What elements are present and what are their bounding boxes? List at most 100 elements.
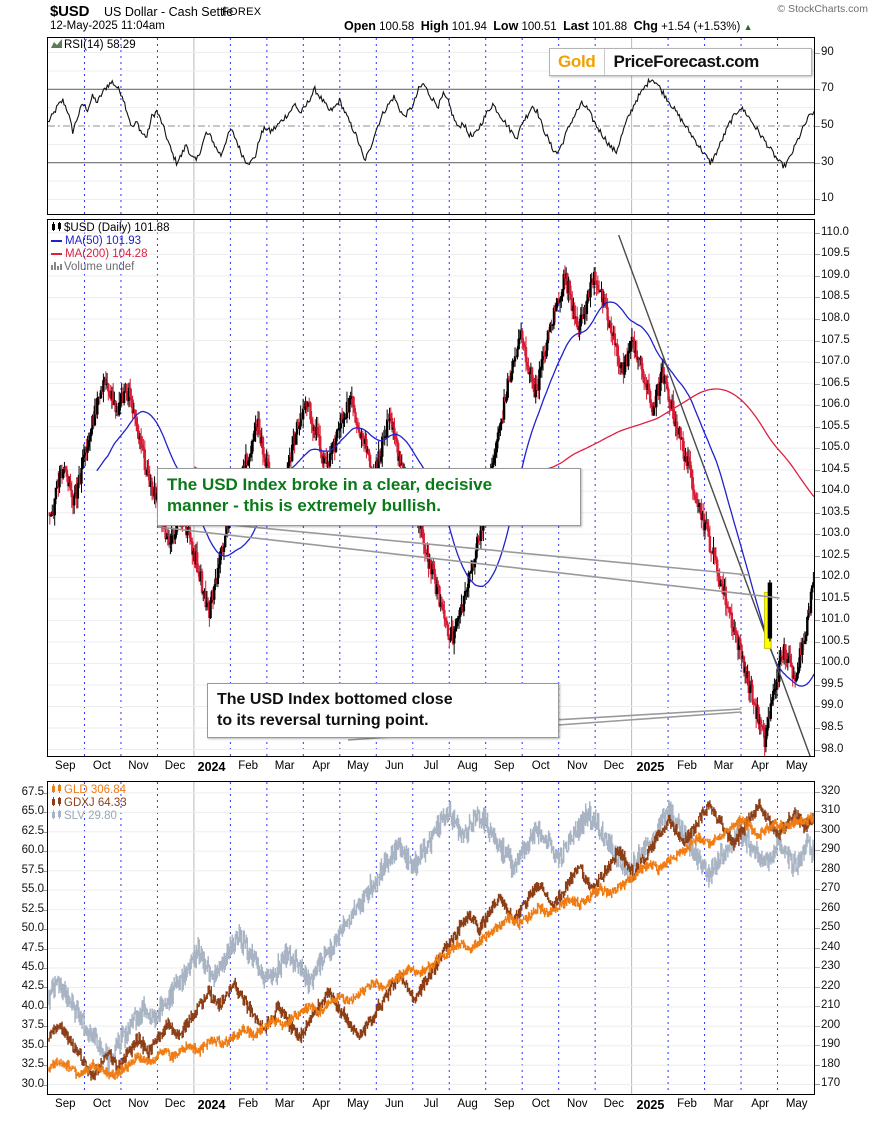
x-axis-label-price-nov: Nov	[567, 760, 588, 772]
price-legend-label-usd: $USD (Daily) 101.88	[64, 222, 170, 234]
price-axis-tick	[815, 469, 820, 471]
chg-value: +1.54 (+1.53%)	[661, 21, 741, 33]
metals-right-axis-tick	[815, 791, 820, 793]
candlestick-icon	[51, 222, 62, 235]
x-axis-label-metals-may: May	[785, 1098, 808, 1110]
price-axis-tick-label: 100.0	[821, 656, 850, 669]
price-axis-tick	[815, 426, 820, 428]
low-label: Low	[493, 19, 519, 33]
annotation-bottom-line2: to its reversal turning point.	[217, 712, 429, 729]
rsi-axis-tick-label: 70	[821, 82, 834, 95]
metals-left-axis-tick	[43, 890, 47, 892]
metals-left-axis-tick-label: 65.0	[21, 805, 44, 818]
metals-right-axis-tick	[815, 889, 820, 891]
price-axis-tick-label: 99.0	[821, 699, 844, 712]
price-axis-tick	[815, 362, 820, 364]
x-axis-label-price-apr: Apr	[751, 760, 770, 772]
metals-left-axis-tick-label: 50.0	[21, 922, 44, 935]
metals-left-axis-tick-label: 40.0	[21, 999, 44, 1012]
rsi-axis-tick	[815, 52, 820, 54]
metals-right-axis-tick-label: 320	[821, 784, 841, 797]
metals-left-axis-tick	[43, 870, 47, 872]
price-axis-tick-label: 104.5	[821, 462, 850, 475]
metals-left-axis-tick-label: 47.5	[21, 941, 44, 954]
price-axis-tick	[815, 749, 820, 751]
candlestick-icon	[51, 810, 62, 823]
x-axis-label-price-dec: Dec	[164, 760, 186, 772]
high-label: High	[420, 19, 449, 33]
metals-right-axis-tick-label: 300	[821, 823, 841, 836]
rsi-axis-tick	[815, 89, 820, 91]
price-axis-tick-label: 103.5	[821, 505, 850, 518]
metals-left-axis-tick	[43, 929, 47, 931]
brand-divider	[603, 49, 605, 75]
quote-timestamp: 12-May-2025 11:04am	[50, 20, 165, 32]
x-axis-label-metals-2024: 2024	[197, 1098, 226, 1112]
price-axis-tick	[815, 663, 820, 665]
metals-right-axis-tick	[815, 850, 820, 852]
x-axis-label-price-apr: Apr	[312, 760, 331, 772]
metals-left-axis-tick-label: 42.5	[21, 980, 44, 993]
price-axis-tick	[815, 275, 820, 277]
price-axis-tick	[815, 405, 820, 407]
metals-right-axis-tick-label: 290	[821, 843, 841, 856]
price-legend-row-ma50: MA(50) 101.93	[51, 235, 169, 248]
price-axis-tick	[815, 534, 820, 536]
x-axis-label-metals-dec: Dec	[603, 1098, 625, 1110]
price-axis-tick-label: 109.0	[821, 268, 850, 281]
price-axis-tick	[815, 232, 820, 234]
x-axis-label-metals-nov: Nov	[128, 1098, 149, 1110]
metals-right-axis-tick	[815, 811, 820, 813]
metals-right-axis-tick-label: 180	[821, 1057, 841, 1070]
price-axis-tick	[815, 577, 820, 579]
rsi-legend-label: RSI(14) 58.29	[64, 39, 136, 51]
x-axis-label-price-mar: Mar	[713, 760, 734, 772]
metals-left-axis-tick	[43, 1006, 47, 1008]
rsi-plot	[48, 38, 814, 214]
price-chart-panel[interactable]	[47, 219, 815, 757]
annotation-bottom-line1: The USD Index bottomed close	[217, 691, 453, 708]
x-axis-label-price-2024: 2024	[197, 760, 226, 774]
line-icon	[51, 239, 62, 242]
chg-label: Chg	[633, 19, 658, 33]
brand-badge[interactable]: Gold PriceForecast.com	[549, 48, 812, 76]
metals-right-axis-tick-label: 310	[821, 804, 841, 817]
candlestick-icon	[51, 784, 62, 797]
metals-left-axis-tick	[43, 792, 47, 794]
line-icon	[51, 252, 62, 255]
x-axis-label-price-feb: Feb	[238, 760, 259, 772]
x-axis-label-metals-jun: Jun	[385, 1098, 404, 1110]
price-axis-tick	[815, 491, 820, 493]
x-axis-label-metals-may: May	[346, 1098, 369, 1110]
x-axis-label-price-mar: Mar	[274, 760, 295, 772]
x-axis-label-metals-feb: Feb	[677, 1098, 697, 1110]
price-axis-tick	[815, 684, 820, 686]
metals-right-axis-tick-label: 210	[821, 999, 841, 1012]
metals-right-axis-tick	[815, 947, 820, 949]
metals-left-axis-tick	[43, 909, 47, 911]
area-icon	[51, 39, 62, 52]
metals-left-axis-tick	[43, 1065, 47, 1067]
metals-right-axis-tick	[815, 1025, 820, 1027]
x-axis-label-price-dec: Dec	[603, 760, 625, 772]
candlestick-icon	[51, 797, 62, 810]
price-axis-tick	[815, 620, 820, 622]
metals-comparison-panel[interactable]	[47, 781, 815, 1095]
rsi-axis-tick-label: 10	[821, 192, 834, 205]
metals-left-axis-tick	[43, 987, 47, 989]
metals-legend-label-slv: SLV 29.80	[64, 810, 117, 822]
x-axis-label-price-may: May	[785, 760, 808, 772]
price-axis-tick-label: 107.5	[821, 333, 850, 346]
annotation-breakout: The USD Index broke in a clear, decisive…	[157, 468, 581, 526]
x-axis-label-price-sep: Sep	[493, 760, 515, 772]
metals-legend: GLD 306.84 GDXJ 64.33 SLV 29.80	[51, 784, 127, 823]
volume-icon	[51, 261, 62, 274]
x-axis-label-metals-sep: Sep	[493, 1098, 515, 1110]
metals-left-axis-tick-label: 32.5	[21, 1058, 44, 1071]
metals-right-axis-tick	[815, 1064, 820, 1066]
price-legend-row-volume: Volume undef	[51, 261, 169, 274]
price-axis-tick	[815, 555, 820, 557]
metals-left-axis-tick-label: 60.0	[21, 844, 44, 857]
x-axis-label-metals-2025: 2025	[636, 1098, 665, 1112]
up-arrow-icon: ▲	[743, 22, 753, 32]
